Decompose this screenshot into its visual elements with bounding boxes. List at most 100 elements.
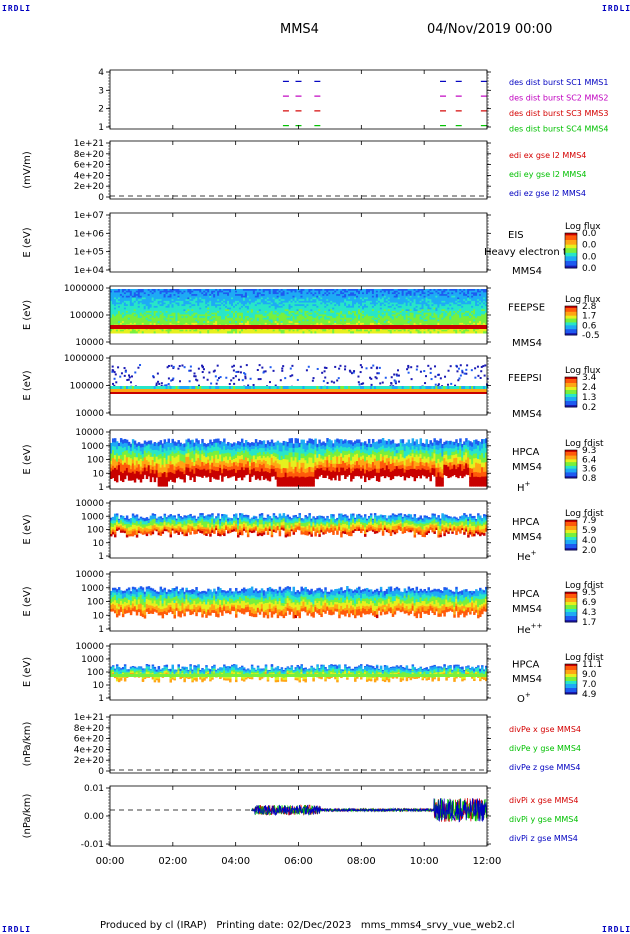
spectrogram-cell: [207, 294, 210, 297]
spectrogram-cell: [270, 314, 274, 317]
spectrogram-cell: [395, 302, 399, 305]
spectrogram-cell: [441, 331, 444, 334]
spectrogram-cell: [340, 297, 343, 300]
spectrogram-cell: [179, 317, 182, 320]
spectrogram-cell: [365, 305, 369, 309]
spectrogram-cell: [262, 294, 266, 297]
spectrogram-cell: [258, 329, 262, 332]
spectrogram-cell: [381, 317, 385, 320]
spectrogram-cell: [435, 299, 438, 302]
spectrogram-cell: [306, 297, 309, 300]
spectrogram-cell: [417, 314, 421, 317]
spectrogram-cell: [439, 302, 442, 305]
spectrogram-cell: [393, 299, 397, 302]
spectrogram-cell: [399, 321, 403, 324]
spectrogram-cell: [294, 317, 298, 320]
spectrogram-cell: [260, 321, 264, 324]
spectrogram-cell: [215, 299, 218, 302]
spectrogram-cell: [278, 307, 282, 310]
spectrogram-cell: [199, 331, 202, 334]
spectrogram-cell: [143, 290, 147, 293]
spectrogram-cell: [435, 290, 438, 293]
spectrogram-cell: [260, 322, 264, 326]
spectrogram-cell: [284, 311, 288, 314]
spectrogram-cell: [233, 294, 236, 297]
spectrogram-cell: [304, 297, 307, 300]
spectrogram-cell: [284, 305, 288, 309]
spectrogram-cell: [143, 329, 147, 332]
spectrogram-cell: [246, 311, 250, 314]
spectrogram-cell: [296, 312, 299, 315]
spectrogram-cell: [290, 300, 294, 304]
spectrogram-cell: [395, 295, 399, 298]
spectrogram-cell: [229, 289, 232, 292]
spectrogram-cell: [469, 300, 472, 304]
spectrogram-cell: [322, 314, 325, 317]
spectrogram-cell: [167, 290, 171, 293]
spectrogram-cell: [248, 309, 252, 312]
spectrogram-cell: [427, 299, 430, 302]
spectrogram-cell: [393, 314, 397, 317]
spectrogram-cell: [401, 295, 405, 298]
spectrogram-cell: [334, 305, 337, 309]
spectrogram-cell: [125, 331, 129, 334]
spectrogram-cell: [419, 322, 423, 326]
spectrogram-cell: [407, 314, 411, 317]
spectrogram-cell: [332, 307, 335, 310]
spectrogram-cell: [350, 302, 353, 305]
spectrogram-cell: [280, 289, 284, 292]
spectrogram-cell: [252, 312, 256, 315]
spectrogram-cell: [127, 319, 131, 322]
spectrogram-cell: [413, 311, 417, 314]
spectrogram-cell: [151, 331, 155, 334]
spectrogram-cell: [288, 322, 292, 326]
spectrogram-cell: [324, 304, 327, 307]
spectrogram-cell: [429, 300, 432, 304]
spectrogram-cell: [129, 294, 133, 297]
spectrogram-cell: [441, 321, 444, 324]
spectrogram-cell: [348, 302, 351, 305]
spectrogram-cell: [405, 302, 409, 305]
spectrogram-cell: [419, 311, 423, 314]
spectrogram-cell: [171, 317, 174, 320]
spectrogram-cell: [231, 302, 234, 305]
spectrogram-cell: [110, 311, 113, 314]
colorbar-cell: [565, 245, 577, 248]
spectrogram-cell: [276, 300, 280, 304]
spectrogram-cell: [270, 292, 274, 295]
spectrogram-cell: [371, 327, 375, 331]
spectrogram-cell: [207, 322, 210, 326]
spectrogram-cell: [231, 329, 234, 332]
spectrogram-cell: [393, 321, 397, 324]
spectrogram-cell: [427, 300, 430, 304]
spectrogram-cell: [167, 314, 171, 317]
spectrogram-cell: [199, 304, 202, 307]
spectrogram-cell: [445, 289, 448, 292]
spectrogram-cell: [403, 314, 407, 317]
spectrogram-cell: [141, 329, 145, 332]
spectrogram-cell: [110, 322, 113, 326]
spectrogram-cell: [320, 292, 323, 295]
spectrogram-cell: [123, 322, 127, 326]
spectrogram-cell: [139, 292, 143, 295]
spectrogram-cell: [459, 307, 462, 310]
spectrogram-cell: [431, 319, 434, 322]
spectrogram-cell: [296, 321, 299, 324]
spectrogram-cell: [459, 319, 462, 322]
spectrogram-cell: [185, 329, 188, 332]
spectrogram-cell: [227, 290, 230, 293]
spectrogram-cell: [377, 331, 381, 334]
spectrogram-cell: [437, 311, 440, 314]
spectrogram-cell: [363, 295, 367, 298]
spectrogram-cell: [137, 329, 141, 332]
spectrogram-cell: [135, 322, 139, 326]
spectrogram-cell: [326, 302, 329, 305]
spectrogram-cell: [119, 300, 123, 304]
spectrogram-cell: [189, 295, 192, 298]
spectrogram-cell: [199, 305, 202, 309]
spectrogram-cell: [316, 329, 319, 332]
spectrogram-cell: [274, 319, 278, 322]
spectrogram-cell: [286, 309, 290, 312]
spectrogram-cell: [387, 295, 391, 298]
spectrogram-cell: [453, 327, 456, 331]
